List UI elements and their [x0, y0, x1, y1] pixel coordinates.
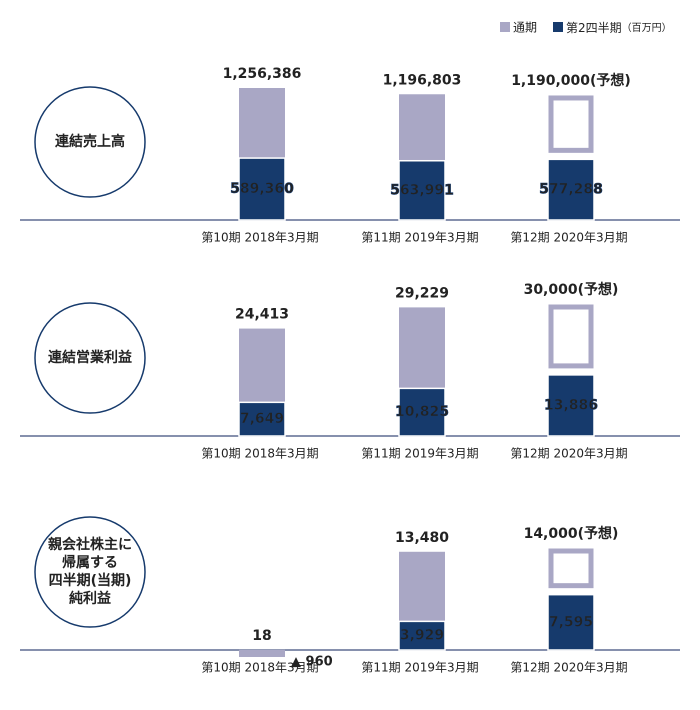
q2-label: 563,991 [390, 182, 454, 198]
category-label: 第12期 2020年3月期 [510, 661, 627, 675]
label-circle [34, 302, 146, 414]
chart-title: 四半期(当期) [49, 572, 132, 589]
full-year-label: 14,000(予想) [524, 525, 619, 542]
category-label: 第10期 2018年3月期 [201, 231, 318, 245]
full-year-label: 13,480 [395, 530, 449, 546]
q2-bar [398, 159, 446, 221]
q2-bar [547, 593, 595, 651]
q2-bar [547, 158, 595, 221]
full-year-label: 24,413 [235, 307, 289, 323]
legend-label: 通期 [513, 21, 537, 35]
q2-label: 10,825 [395, 404, 449, 420]
legend-label: 第2四半期（百万円） [566, 21, 672, 35]
legend-label: 第2四半期 [566, 21, 622, 35]
q2-label: 7,595 [549, 614, 593, 630]
category-label: 第12期 2020年3月期 [510, 447, 627, 461]
q2-bar [239, 650, 285, 657]
full-year-label: 30,000(予想) [524, 281, 619, 298]
q2-bar [398, 620, 446, 651]
category-label: 第11期 2019年3月期 [361, 447, 478, 461]
q2-label: 3,929 [400, 628, 444, 644]
chart-title: 連結営業利益 [48, 349, 132, 366]
category-label: 第12期 2020年3月期 [510, 231, 627, 245]
forecast-bar [548, 95, 594, 153]
full-year-label: 18 [252, 628, 271, 644]
q2-label: 13,886 [544, 397, 598, 413]
label-circle [34, 86, 146, 198]
q2-bar [238, 401, 286, 437]
q2-bar [547, 374, 595, 437]
full-year-label: 1,190,000(予想) [511, 72, 631, 89]
legend-swatch [500, 22, 510, 32]
label-circle [34, 516, 146, 628]
legend-swatch [553, 22, 563, 32]
full-year-label: 1,256,386 [223, 66, 302, 82]
category-label: 第10期 2018年3月期 [201, 447, 318, 461]
chart-title: 帰属する [62, 554, 118, 571]
chart-title: 連結売上高 [55, 133, 125, 150]
full-year-label: 1,196,803 [383, 72, 462, 88]
q2-bar [238, 157, 286, 221]
legend-unit: （百万円） [622, 22, 672, 34]
forecast-bar [548, 304, 594, 369]
q2-label: 7,649 [240, 411, 284, 427]
forecast-bar [548, 548, 594, 589]
q2-label: ▲ 960 [291, 655, 333, 670]
q2-label: 577,288 [539, 182, 603, 198]
chart-title: 純利益 [69, 590, 111, 607]
q2-label: 589,360 [230, 181, 294, 197]
chart-title: 親会社株主に [48, 536, 132, 553]
full-year-label: 29,229 [395, 285, 449, 301]
category-label: 第11期 2019年3月期 [361, 231, 478, 245]
category-label: 第11期 2019年3月期 [361, 661, 478, 675]
category-label: 第10期 2018年3月期 [201, 661, 318, 675]
q2-bar [398, 387, 446, 437]
